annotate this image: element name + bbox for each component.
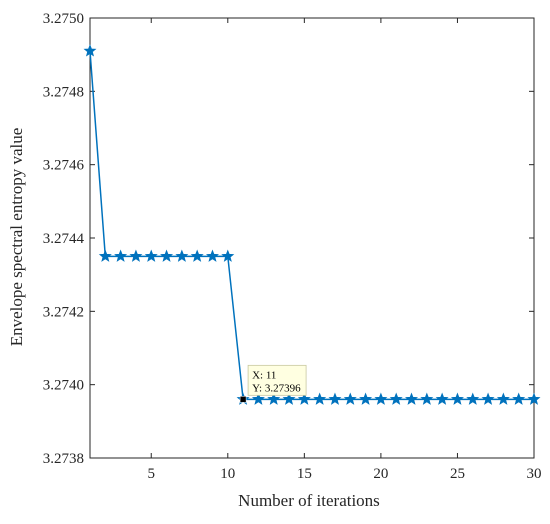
data-point-star (114, 249, 128, 262)
data-tip-marker (239, 396, 247, 403)
data-point-star (297, 392, 311, 405)
x-tick-label: 10 (220, 466, 235, 482)
data-point-star (405, 392, 419, 405)
data-point-star (83, 44, 97, 57)
data-point-star (450, 392, 464, 405)
y-tick-label: 3.2742 (43, 304, 84, 320)
data-point-star (190, 249, 204, 262)
data-point-star (98, 249, 112, 262)
plot-frame (89, 17, 535, 459)
data-tip-x-text: X: 11 (252, 369, 276, 381)
data-tip-y-text: Y: 3.27396 (252, 382, 301, 394)
data-point-star (435, 392, 449, 405)
y-tick-label: 3.2746 (43, 158, 85, 174)
data-point-star (466, 392, 480, 405)
y-tick-label: 3.2740 (43, 378, 84, 394)
data-point-star (267, 392, 281, 405)
x-tick-label: 15 (297, 466, 312, 482)
x-tick-label: 20 (373, 466, 388, 482)
data-point-star (175, 249, 189, 262)
y-tick-label: 3.2750 (43, 11, 84, 27)
y-axis-title: Envelope spectral entropy value (7, 128, 26, 347)
data-point-star (359, 392, 373, 405)
data-point-star (313, 392, 327, 405)
series-line (89, 50, 534, 401)
x-tick-label: 5 (147, 466, 155, 482)
data-point-star (221, 249, 235, 262)
data-point-star (389, 392, 403, 405)
data-point-star (205, 249, 219, 262)
data-tip: X: 11Y: 3.27396 (239, 364, 307, 403)
data-point-star (343, 392, 357, 405)
data-point-star (481, 392, 495, 405)
data-point-star (282, 392, 296, 405)
data-point-star (512, 392, 526, 405)
x-axis-title: Number of iterations (238, 491, 380, 510)
data-point-star (251, 392, 265, 405)
data-point-star (160, 249, 174, 262)
data-point-star (420, 392, 434, 405)
y-tick-label: 3.2744 (43, 231, 85, 247)
data-point-star (328, 392, 342, 405)
data-tip-box (247, 364, 307, 396)
data-point-star (374, 392, 388, 405)
data-point-star (527, 392, 541, 405)
data-point-star (496, 392, 510, 405)
x-tick-label: 25 (450, 466, 465, 482)
data-point-star (144, 249, 158, 262)
y-tick-label: 3.2748 (43, 84, 84, 100)
y-tick-label: 3.2738 (43, 451, 84, 467)
data-point-star (129, 249, 143, 262)
x-tick-label: 30 (527, 466, 542, 482)
